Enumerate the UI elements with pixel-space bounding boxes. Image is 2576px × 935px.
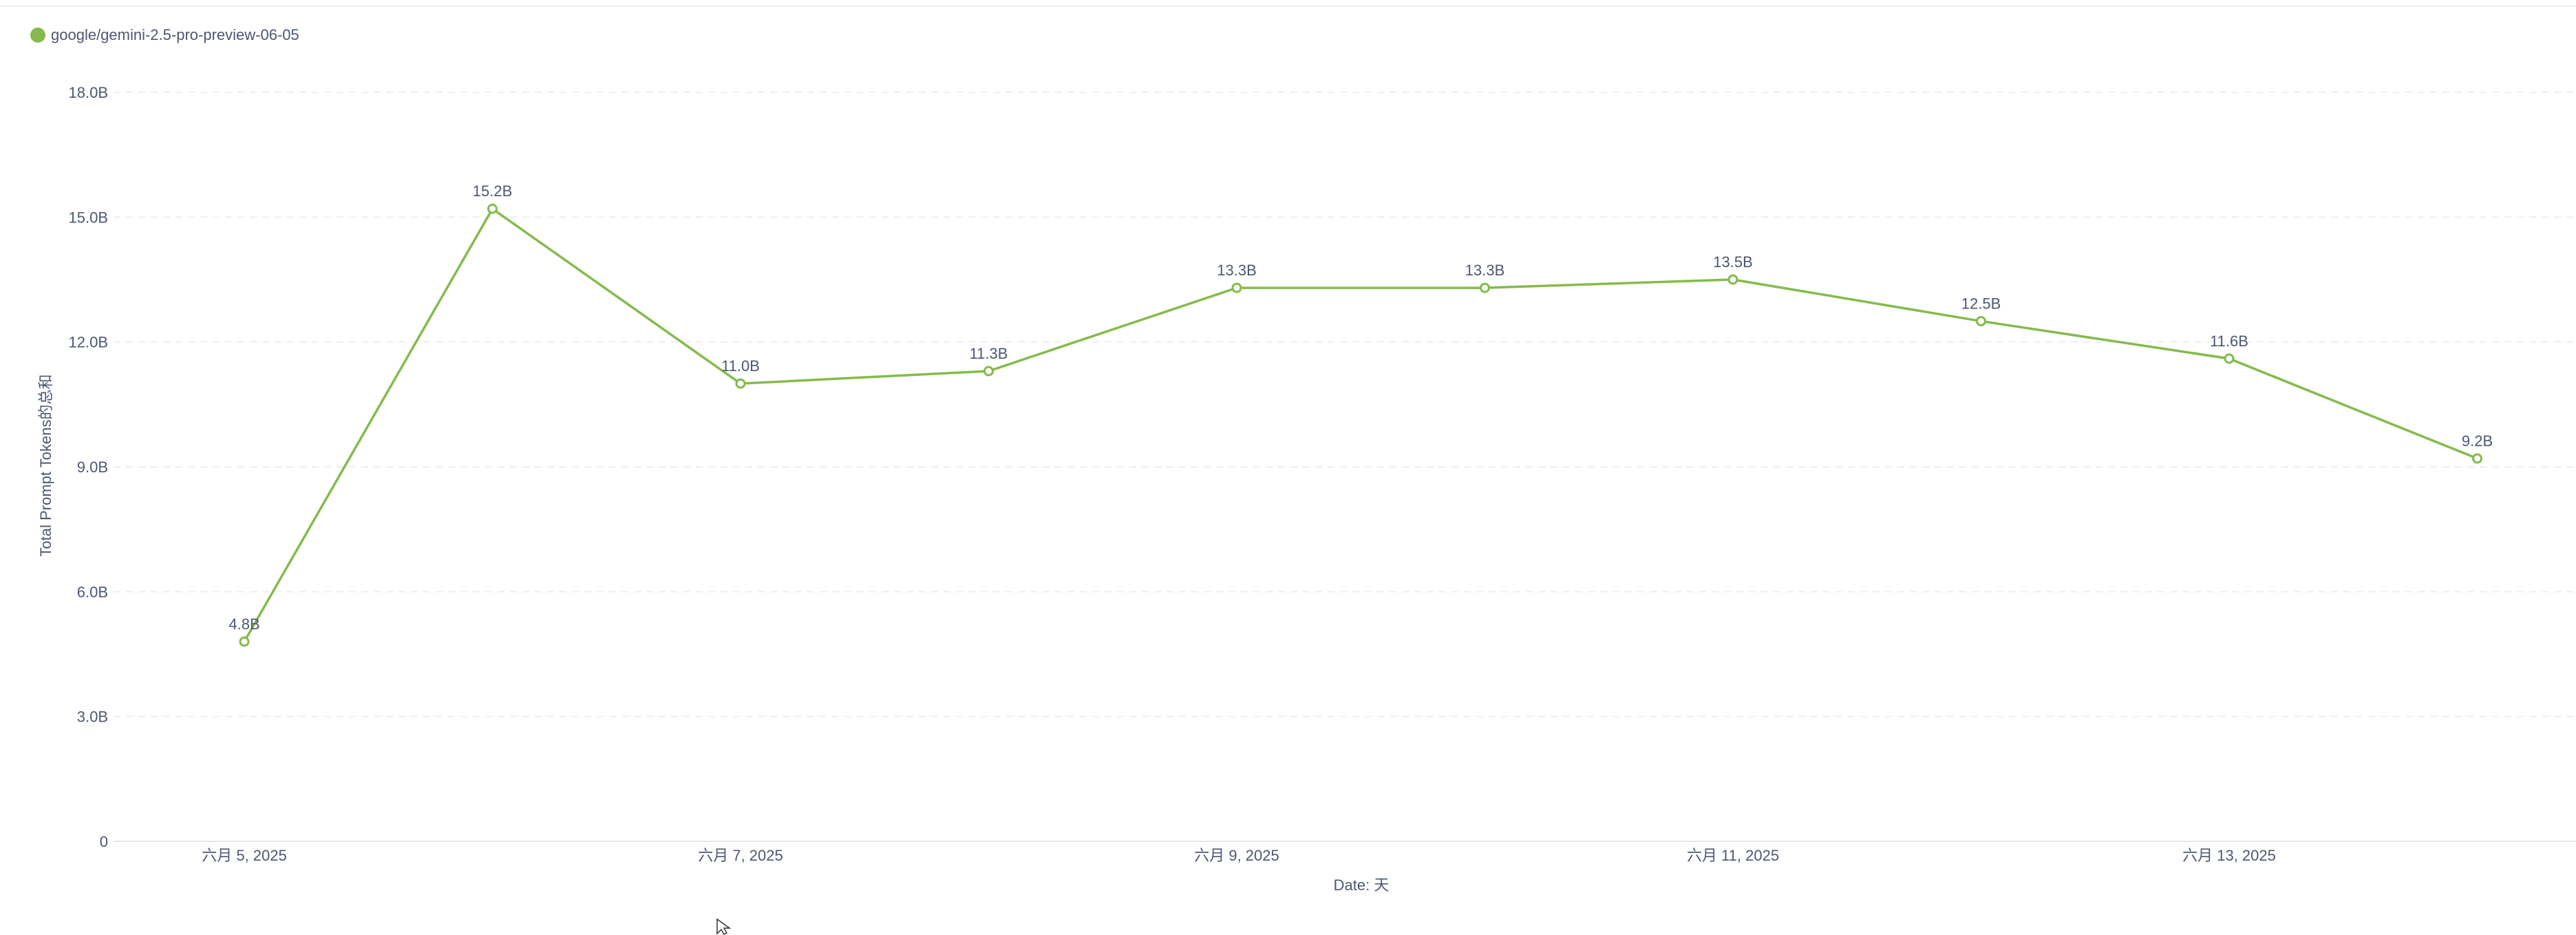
series-line — [243, 207, 2478, 642]
x-tick-label: 六月 7, 2025 — [698, 847, 783, 864]
data-points — [239, 203, 2482, 647]
data-label: 13.3B — [1465, 262, 1505, 279]
data-point[interactable] — [983, 366, 994, 377]
data-label: 11.3B — [970, 345, 1008, 362]
y-tick-label: 0 — [100, 833, 108, 850]
x-axis-title: Date: 天 — [1334, 876, 1390, 894]
x-tick-label: 六月 11, 2025 — [1687, 847, 1779, 864]
data-label: 13.3B — [1217, 262, 1257, 279]
data-point[interactable] — [1727, 274, 1738, 285]
data-point[interactable] — [2224, 353, 2235, 364]
x-axis-ticks: 六月 5, 2025 六月 7, 2025 六月 9, 2025 六月 11, 202… — [202, 847, 2276, 864]
data-label: 13.5B — [1713, 253, 1753, 271]
data-point[interactable] — [1480, 282, 1490, 293]
data-point[interactable] — [239, 636, 250, 647]
y-tick-label: 12.0B — [69, 334, 109, 351]
x-tick-label: 六月 5, 2025 — [202, 847, 287, 864]
y-axis-ticks: 0 3.0B 6.0B 9.0B 12.0B 15.0B 18.0B — [69, 84, 109, 850]
data-point[interactable] — [2472, 453, 2482, 464]
data-labels: 4.8B 15.2B 11.0B 11.3B 13.3B 13.3B 13.5B 12.5B 1… — [228, 182, 2493, 633]
y-tick-label: 18.0B — [69, 84, 109, 101]
y-tick-label: 9.0B — [77, 459, 108, 476]
x-tick-label: 六月 13, 2025 — [2182, 847, 2276, 864]
data-point[interactable] — [1976, 315, 1986, 326]
y-tick-label: 6.0B — [77, 583, 108, 600]
data-point[interactable] — [735, 378, 746, 389]
y-tick-label: 15.0B — [69, 209, 109, 226]
legend-color-dot — [30, 28, 45, 43]
mouse-cursor-icon — [716, 918, 732, 935]
legend[interactable]: google/gemini-2.5-pro-preview-06-05 — [30, 26, 299, 44]
data-label: 11.6B — [2210, 333, 2248, 350]
data-point[interactable] — [487, 203, 498, 214]
data-label: 12.5B — [1961, 295, 2001, 312]
top-divider — [0, 6, 2576, 7]
data-point[interactable] — [1231, 282, 1242, 293]
x-tick-label: 六月 9, 2025 — [1194, 847, 1279, 864]
data-label: 9.2B — [2462, 432, 2493, 450]
grid-lines — [114, 92, 2576, 842]
y-tick-label: 3.0B — [77, 708, 108, 726]
data-label: 11.0B — [721, 357, 760, 375]
y-axis-title: Total Prompt Tokens的总和 — [37, 375, 54, 557]
legend-series-label[interactable]: google/gemini-2.5-pro-preview-06-05 — [51, 26, 299, 43]
data-label: 4.8B — [228, 616, 259, 633]
data-label: 15.2B — [473, 182, 513, 200]
